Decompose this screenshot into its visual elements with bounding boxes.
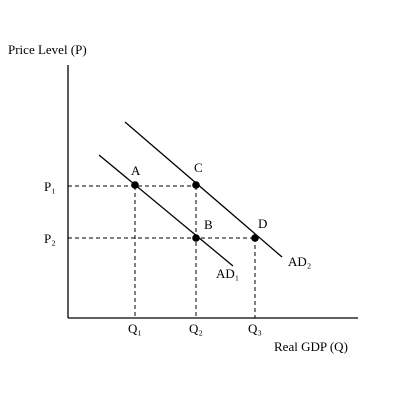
ad2-label: AD₂	[288, 254, 311, 269]
ad1-label: AD₁	[216, 266, 239, 281]
ad1-curve	[98, 154, 234, 267]
point-d-marker	[251, 234, 259, 242]
p1-label: P₁	[44, 179, 56, 194]
point-a-marker	[131, 181, 139, 189]
x-axis-title: Real GDP (Q)	[274, 339, 348, 354]
point-d-label: D	[258, 216, 267, 231]
q2-label: Q₂	[189, 321, 203, 336]
point-b-label: B	[204, 217, 213, 232]
y-axis-title: Price Level (P)	[8, 42, 87, 57]
q1-label: Q₁	[128, 321, 142, 336]
point-c-label: C	[194, 160, 203, 175]
point-c-marker	[192, 181, 200, 189]
p2-label: P₂	[44, 231, 56, 246]
point-a-label: A	[131, 163, 141, 178]
point-b-marker	[192, 234, 200, 242]
q3-label: Q₃	[248, 321, 262, 336]
